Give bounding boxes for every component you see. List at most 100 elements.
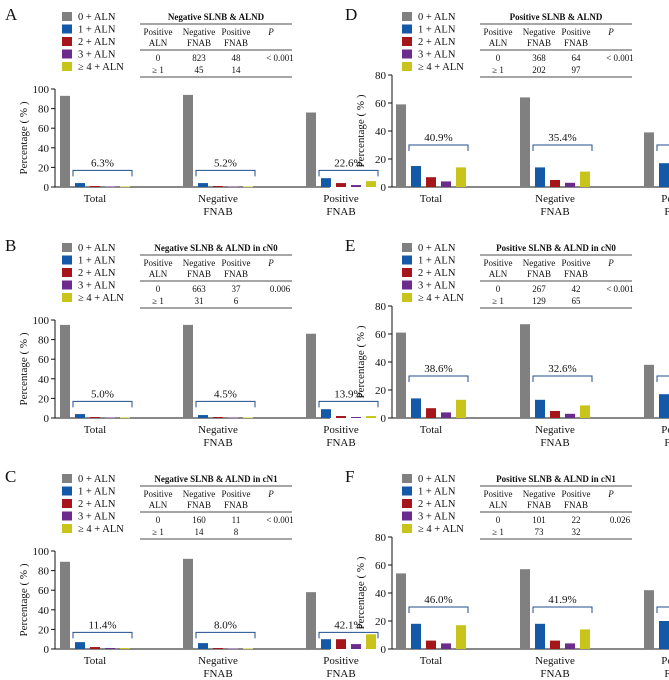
table-title: Positive SLNB & ALND: [510, 12, 603, 22]
x-tick-label: FNAB: [326, 437, 355, 449]
stats-table: Positive SLNB & ALND in cN0PositiveALNNe…: [480, 243, 634, 309]
x-tick-label: FNAB: [540, 437, 569, 449]
table-header: P: [267, 27, 274, 37]
x-tick-label: Negative: [198, 424, 238, 436]
bar-3-aln: [105, 417, 115, 419]
bar-0-aln: [183, 94, 193, 187]
bracket: [195, 400, 256, 408]
legend-label-1-aln: 1 + ALN: [78, 25, 116, 36]
bar-ge-4-aln: [580, 405, 590, 418]
table-cell: 202: [532, 65, 546, 75]
legend-swatch-0-aln: [62, 243, 72, 252]
legend-label-1-aln: 1 + ALN: [78, 256, 116, 267]
bar-0-aln: [60, 324, 70, 418]
axes: 0 20 40 60 80 Percentage ( % ): [355, 301, 669, 425]
bar-0-aln: [520, 97, 530, 187]
bar-0-aln: [520, 569, 530, 649]
x-tick-label: Total: [420, 193, 442, 205]
table-header: Positive: [143, 27, 172, 37]
bars: 38.6%Total32.6%NegativeFNAB60.8%Positive…: [396, 324, 669, 449]
x-tick-label: Total: [84, 193, 106, 205]
table-header: P: [267, 489, 274, 499]
legend-swatch-ge-4-aln: [402, 293, 412, 302]
table-cell: 823: [192, 53, 206, 63]
bracket: [532, 375, 593, 382]
table-header: Positive: [561, 489, 590, 499]
bar-0-aln: [306, 112, 316, 187]
bar-1-aln: [75, 183, 85, 187]
table-title: Positive SLNB & ALND in cN0: [496, 243, 616, 253]
y-tick-label: 20: [38, 624, 50, 636]
y-tick-label: 20: [375, 385, 387, 397]
table-header-line2: FNAB: [187, 269, 211, 279]
table-header-line2: FNAB: [224, 500, 248, 510]
y-tick-label: 0: [44, 182, 50, 194]
y-tick-label: 60: [375, 98, 387, 110]
bar-1-aln: [659, 621, 669, 649]
legend-swatch-2-aln: [62, 499, 72, 508]
legend-swatch-0-aln: [402, 474, 412, 483]
y-axis-title: Percentage ( % ): [18, 563, 30, 636]
bar-2-aln: [336, 416, 346, 418]
table-cell: 0: [156, 284, 161, 294]
bars: 40.9%Total35.4%NegativeFNAB60.3%Positive…: [396, 97, 669, 218]
table-cell: 14: [195, 527, 205, 537]
legend-swatch-3-aln: [402, 511, 412, 521]
bracket-label: 32.6%: [548, 363, 576, 375]
y-tick-label: 80: [375, 70, 387, 82]
table-header-line2: FNAB: [564, 500, 588, 510]
bar-0-aln: [396, 573, 406, 649]
table-cell: 64: [572, 53, 582, 63]
table-header: Positive: [483, 489, 512, 499]
legend-swatch-0-aln: [402, 12, 412, 21]
legend-swatch-0-aln: [62, 474, 72, 483]
y-tick-label: 0: [44, 413, 50, 425]
x-tick-label: Positive: [661, 424, 669, 436]
bracket: [656, 375, 669, 382]
table-cell: 6: [234, 296, 239, 306]
table-header-line2: ALN: [489, 38, 508, 48]
table-cell: ≥ 1: [152, 65, 164, 75]
bar-1-aln: [198, 643, 208, 649]
bracket: [532, 606, 593, 613]
legend-label-1-aln: 1 + ALN: [78, 487, 116, 498]
bar-ge-4-aln: [243, 186, 253, 188]
table-header: Positive: [483, 27, 512, 37]
bar-ge-4-aln: [456, 399, 466, 418]
table-cell: ≥ 1: [492, 296, 504, 306]
bar-3-aln: [228, 186, 238, 188]
table-title: Positive SLNB & ALND in cN1: [496, 474, 616, 484]
bar-2-aln: [426, 177, 436, 187]
bar-2-aln: [426, 640, 436, 649]
table-header: Negative: [183, 258, 215, 268]
bracket-label: 40.9%: [424, 132, 452, 144]
y-axis-title: Percentage ( % ): [355, 94, 367, 167]
legend-label-2-aln: 2 + ALN: [78, 37, 116, 48]
x-tick-label: Negative: [535, 193, 575, 205]
bar-0-aln: [644, 364, 654, 418]
bar-1-aln: [411, 166, 421, 187]
bracket: [72, 169, 133, 177]
table-header: Positive: [221, 258, 250, 268]
table-cell: 0: [496, 515, 501, 525]
stats-table: Positive SLNB & ALNDPositiveALNNegativeF…: [480, 12, 634, 78]
bar-3-aln: [105, 648, 115, 649]
stats-table: Negative SLNB & ALNDPositiveALNNegativeF…: [140, 12, 294, 78]
x-tick-label: Total: [84, 655, 106, 667]
table-cell: 97: [572, 65, 582, 75]
legend-swatch-2-aln: [402, 268, 412, 277]
panel-label: F: [345, 467, 354, 486]
bracket: [318, 631, 379, 639]
legend-swatch-2-aln: [62, 37, 72, 46]
x-tick-label: FNAB: [203, 437, 232, 449]
legend-swatch-1-aln: [62, 255, 72, 265]
bar-2-aln: [550, 411, 560, 418]
x-tick-label: Total: [420, 424, 442, 436]
table-header-line2: FNAB: [224, 38, 248, 48]
